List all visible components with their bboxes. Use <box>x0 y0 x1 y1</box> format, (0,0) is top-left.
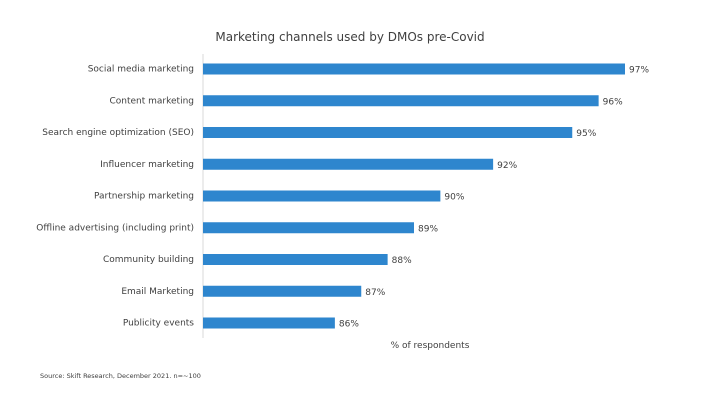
value-label: 89% <box>418 224 438 234</box>
value-label: 88% <box>392 256 412 266</box>
category-label: Partnership marketing <box>94 192 194 202</box>
bar <box>203 317 335 329</box>
value-label: 87% <box>365 288 385 298</box>
value-label: 86% <box>339 320 359 330</box>
bar <box>203 63 625 75</box>
chart-title: Marketing channels used by DMOs pre-Covi… <box>215 30 485 44</box>
bar <box>203 222 414 234</box>
value-label: 97% <box>629 66 649 76</box>
value-label: 96% <box>603 97 623 107</box>
x-axis-label: % of respondents <box>390 341 470 351</box>
category-label: Social media marketing <box>88 65 194 75</box>
value-label: 90% <box>444 193 464 203</box>
bar <box>203 158 494 170</box>
category-label: Community building <box>103 255 194 265</box>
category-label: Offline advertising (including print) <box>36 223 194 233</box>
bars-layer: Social media marketing 97% Content marketi… <box>36 63 649 330</box>
category-label: Publicity events <box>123 319 194 329</box>
category-label: Influencer marketing <box>100 160 194 170</box>
source-note: Source: Skift Research, December 2021. n… <box>40 372 201 380</box>
bar <box>203 190 441 202</box>
value-label: 92% <box>497 161 517 171</box>
category-label: Email Marketing <box>121 287 194 297</box>
bar <box>203 95 599 107</box>
category-label: Content marketing <box>109 96 194 106</box>
category-label: Search engine optimization (SEO) <box>42 128 194 138</box>
value-label: 95% <box>576 129 596 139</box>
bar <box>203 285 362 297</box>
bar <box>203 127 573 138</box>
bar <box>203 254 388 265</box>
